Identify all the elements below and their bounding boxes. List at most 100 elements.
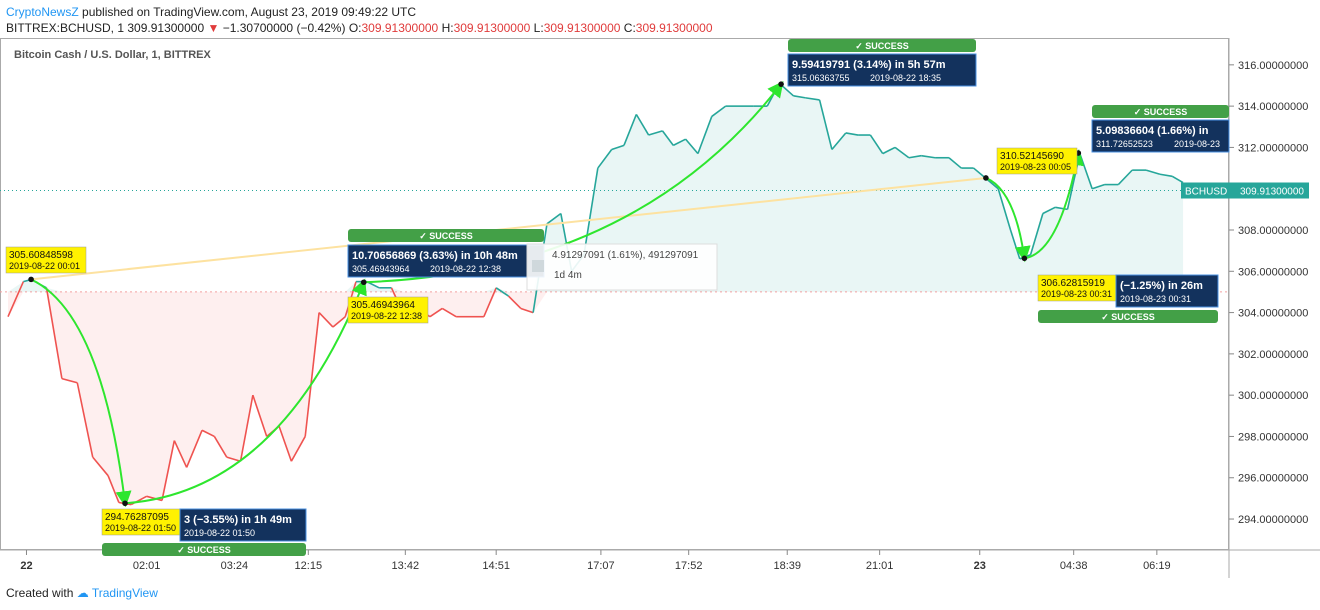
price-line-segment bbox=[76, 382, 94, 458]
price-label[interactable] bbox=[996, 147, 1078, 175]
success-label: ✓ SUCCESS bbox=[1134, 107, 1188, 117]
success-badge[interactable] bbox=[102, 543, 306, 556]
measure-box-price: 311.72652523 bbox=[1096, 139, 1153, 149]
y-tick-label: 314.00000000 bbox=[1238, 101, 1308, 113]
move-arrow[interactable] bbox=[124, 278, 367, 505]
price-line-segment bbox=[332, 316, 346, 328]
price-line-segment bbox=[92, 456, 109, 477]
price-line-segment bbox=[278, 425, 293, 462]
price-line-segment bbox=[1171, 175, 1184, 184]
price-line-segment bbox=[869, 134, 884, 155]
price-line-segment bbox=[290, 436, 306, 462]
tradingview-brand[interactable]: TradingView bbox=[91, 586, 158, 600]
price-line-segment bbox=[985, 177, 999, 190]
chart-title: Bitcoin Cash / U.S. Dollar, 1, BITTREX bbox=[14, 49, 211, 61]
x-tick-label: 03:24 bbox=[221, 560, 249, 572]
price-line-segment bbox=[1117, 169, 1133, 186]
price-line-segment bbox=[1029, 213, 1044, 256]
price-line-segment bbox=[161, 440, 176, 501]
price-label-value: 305.60848598 bbox=[9, 250, 73, 261]
price-line-segment bbox=[1159, 173, 1173, 178]
price-label-value: 306.62815919 bbox=[1041, 278, 1105, 289]
price-label-time: 2019-08-22 12:38 bbox=[351, 311, 422, 321]
ticker-open: 309.91300000 bbox=[361, 21, 439, 35]
ticker-price: 309.91300000 bbox=[127, 21, 205, 35]
price-label-time: 2019-08-23 00:05 bbox=[1000, 162, 1071, 172]
tradingview-logo-icon[interactable]: ☁ bbox=[76, 586, 89, 600]
measure-box[interactable] bbox=[1091, 119, 1230, 153]
ruler-icon bbox=[532, 260, 544, 272]
y-tick-label: 316.00000000 bbox=[1238, 60, 1308, 72]
ticker-high: 309.91300000 bbox=[453, 21, 531, 35]
price-line-segment bbox=[597, 149, 613, 169]
y-tick-label: 300.00000000 bbox=[1238, 390, 1308, 402]
success-badge[interactable] bbox=[788, 39, 976, 52]
measure-box-detail: 2019-08-22 01:50 bbox=[184, 528, 255, 538]
price-label-value: 310.52145690 bbox=[1000, 151, 1064, 162]
price-label[interactable] bbox=[1037, 274, 1119, 302]
y-tick-label: 298.00000000 bbox=[1238, 431, 1308, 443]
pivot-point[interactable] bbox=[360, 279, 367, 286]
x-tick-label: 21:01 bbox=[866, 560, 894, 572]
price-line-segment bbox=[845, 132, 859, 136]
y-tick-label: 308.00000000 bbox=[1238, 225, 1308, 237]
y-tick-label: 306.00000000 bbox=[1238, 266, 1308, 278]
down-arrow-icon: ▼ bbox=[207, 21, 220, 35]
x-tick-label: 22 bbox=[20, 560, 32, 572]
measure-box[interactable] bbox=[1115, 274, 1219, 308]
price-line-segment bbox=[185, 429, 203, 468]
price-line-segment bbox=[173, 440, 188, 468]
measure-box-price: 305.46943964 bbox=[352, 264, 410, 274]
price-line-segment bbox=[441, 307, 457, 318]
success-badge[interactable] bbox=[1092, 105, 1229, 118]
x-tick-label: 12:15 bbox=[295, 560, 323, 572]
x-tick-label: 17:07 bbox=[587, 560, 615, 572]
price-line-segment bbox=[61, 377, 78, 384]
price-line-segment bbox=[252, 394, 268, 437]
hover-tooltip bbox=[526, 243, 718, 291]
price-chart[interactable]: Bitcoin Cash / U.S. Dollar, 1, BITTREX 3… bbox=[0, 38, 1320, 578]
ticker-low: 309.91300000 bbox=[543, 21, 621, 35]
price-label[interactable] bbox=[347, 296, 429, 324]
created-with-label: Created with bbox=[6, 586, 74, 600]
pivot-point[interactable] bbox=[122, 500, 128, 507]
pivot-point[interactable] bbox=[1021, 255, 1028, 262]
price-line-segment bbox=[894, 146, 910, 159]
author-link[interactable]: CryptoNewsZ bbox=[6, 5, 79, 19]
move-arrow[interactable] bbox=[985, 177, 1031, 263]
success-label: ✓ SUCCESS bbox=[419, 231, 473, 241]
price-line-segment bbox=[7, 281, 25, 318]
price-line-segment bbox=[623, 114, 638, 146]
price-line-segment bbox=[1145, 169, 1161, 176]
y-tick-label: 304.00000000 bbox=[1238, 308, 1308, 320]
measure-box[interactable] bbox=[347, 244, 545, 278]
measure-box[interactable] bbox=[179, 508, 307, 542]
price-label-value: 305.46943964 bbox=[351, 300, 415, 311]
price-line-segment bbox=[818, 99, 833, 150]
price-label[interactable] bbox=[5, 246, 87, 274]
measure-box-title: 3 (−3.55%) in 1h 49m bbox=[184, 514, 292, 526]
trend-line[interactable] bbox=[30, 176, 987, 281]
success-badge[interactable] bbox=[348, 229, 544, 242]
price-line-segment bbox=[805, 97, 820, 101]
move-arrow[interactable] bbox=[30, 278, 132, 508]
success-label: ✓ SUCCESS bbox=[1101, 312, 1155, 322]
pivot-point[interactable] bbox=[983, 175, 989, 181]
price-label-value: 294.76287095 bbox=[105, 512, 169, 523]
price-label-time: 2019-08-22 00:01 bbox=[9, 261, 80, 271]
price-line-segment bbox=[201, 429, 215, 438]
ticker-low-label: L: bbox=[533, 21, 544, 35]
ticker-close-label: C: bbox=[623, 21, 636, 35]
x-tick-label: 18:39 bbox=[773, 560, 801, 572]
ticker-open-label: O: bbox=[348, 21, 362, 35]
measure-box[interactable] bbox=[787, 53, 977, 87]
success-badge[interactable] bbox=[1038, 310, 1218, 323]
footer: Created with ☁ TradingView bbox=[6, 586, 158, 600]
price-line-segment bbox=[882, 146, 896, 155]
ticker-line: BITTREX:BCHUSD, 1 309.91300000 ▼ −1.3070… bbox=[6, 20, 713, 36]
y-tick-label: 296.00000000 bbox=[1238, 473, 1308, 485]
pivot-point[interactable] bbox=[778, 81, 784, 87]
tooltip-duration: 1d 4m bbox=[554, 270, 582, 281]
pivot-point[interactable] bbox=[28, 276, 34, 283]
price-line-segment bbox=[711, 105, 727, 118]
